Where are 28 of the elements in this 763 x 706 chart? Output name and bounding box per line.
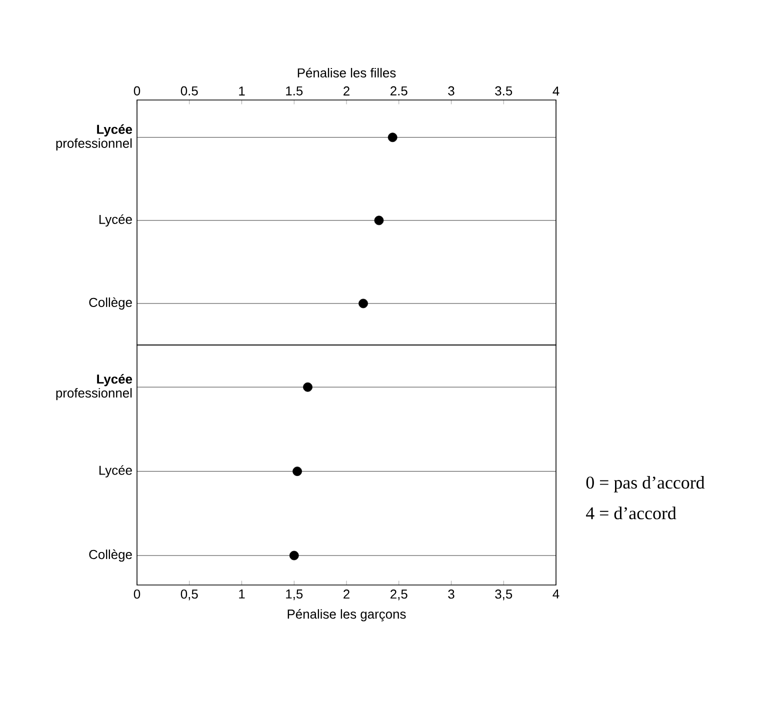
x-tick-label: 0,5 bbox=[180, 590, 198, 600]
x-tick-label: 2 bbox=[344, 86, 350, 96]
y-tick-label: Lycée bbox=[99, 214, 132, 227]
text: 0 = pas d’accord bbox=[586, 476, 705, 492]
x-tick-label: 1,5 bbox=[286, 590, 303, 600]
x-tick-label: 1.5 bbox=[286, 86, 303, 96]
x-tick-label: 4 bbox=[552, 590, 560, 598]
y-tick-label: Collège bbox=[89, 297, 132, 310]
x-axis-title: Pénalise les filles bbox=[298, 68, 396, 78]
x-tick-label: 3.5 bbox=[495, 86, 512, 96]
text: 4 = d’accord bbox=[586, 506, 676, 520]
x-tick-label: 1 bbox=[239, 86, 245, 96]
x-tick-label: 4 bbox=[552, 86, 560, 96]
x-tick-label: 3,5 bbox=[495, 590, 512, 600]
x-tick-label: 3 bbox=[448, 86, 454, 96]
y-tick-label: Lycée professionnel bbox=[56, 374, 132, 400]
y-tick-label: Collège bbox=[89, 549, 132, 562]
x-tick-label: 1 bbox=[239, 590, 245, 598]
y-tick-label: Lycée professionnel bbox=[56, 124, 132, 150]
x-tick-label: 0.5 bbox=[180, 86, 198, 96]
x-tick-label: 2,5 bbox=[390, 590, 408, 600]
y-tick-label: Lycée bbox=[99, 465, 132, 478]
x-tick-label: 2 bbox=[344, 590, 350, 599]
x-tick-label: 3 bbox=[448, 590, 454, 599]
x-axis-title: Pénalise les garçons bbox=[288, 609, 406, 622]
x-tick-label: 2.5 bbox=[390, 86, 408, 96]
x-tick-label: 0 bbox=[134, 86, 140, 96]
x-tick-label: 0 bbox=[134, 590, 140, 599]
